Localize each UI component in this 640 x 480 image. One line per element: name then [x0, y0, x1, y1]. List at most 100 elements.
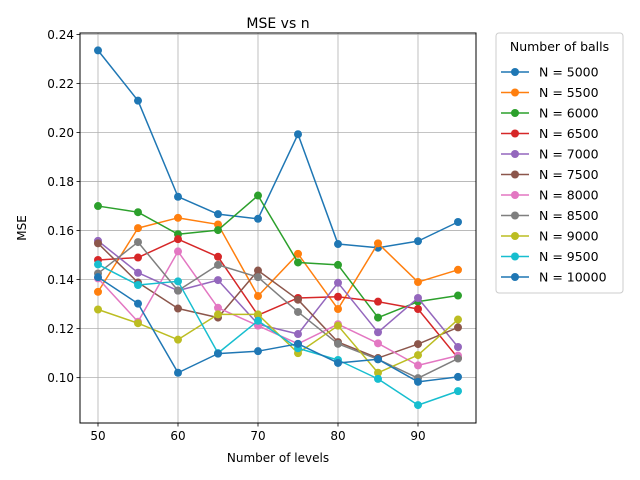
series-line [97, 242, 459, 359]
series-9 [94, 305, 462, 377]
legend-label: N = 5000 [539, 65, 599, 80]
data-point [254, 292, 262, 301]
data-point [94, 239, 102, 248]
data-point [134, 253, 142, 262]
axis-ticks: 50 60 70 80 90 0.10 0.12 0.14 0.16 0.18 0.20 0.22 0.… [47, 28, 425, 443]
legend-item: N = 10000 [501, 270, 607, 285]
data-point [214, 349, 222, 358]
data-point [134, 96, 142, 105]
legend-swatch-marker [511, 191, 519, 199]
y-tick-label: 0.24 [47, 28, 74, 42]
plot-frame [79, 32, 477, 424]
data-point [214, 276, 222, 285]
series-line [97, 263, 459, 406]
y-tick-label: 0.14 [47, 273, 74, 287]
legend-label: N = 6500 [539, 126, 599, 141]
data-point [414, 351, 422, 360]
data-point [374, 368, 382, 377]
data-point [454, 291, 462, 300]
data-point [294, 258, 302, 267]
data-point [334, 305, 342, 314]
data-point [254, 266, 262, 275]
data-point [334, 240, 342, 249]
legend-swatch-marker [511, 232, 519, 240]
legend-item: N = 9500 [501, 249, 599, 264]
data-point [454, 315, 462, 324]
data-point [174, 304, 182, 313]
data-point [214, 252, 222, 261]
x-tick-label: 80 [330, 429, 345, 443]
data-point [454, 265, 462, 274]
data-point [254, 310, 262, 319]
data-point [134, 224, 142, 233]
legend-label: N = 8000 [539, 188, 599, 203]
legend-item: N = 8500 [501, 208, 599, 223]
data-point [174, 277, 182, 286]
data-point [454, 372, 462, 381]
data-point [374, 339, 382, 348]
series-line [97, 194, 459, 319]
legend-swatch-marker [511, 129, 519, 138]
legend-swatch-marker [511, 273, 519, 281]
legend-label: N = 6000 [539, 106, 599, 121]
data-point [254, 191, 262, 200]
y-tick-label: 0.16 [47, 224, 74, 238]
data-point [254, 214, 262, 223]
data-point [374, 328, 382, 337]
series-11 [94, 273, 462, 386]
legend-swatch-marker [511, 150, 519, 158]
data-point [334, 292, 342, 301]
data-point [454, 323, 462, 332]
plot-series [94, 46, 462, 410]
legend-label: N = 7000 [539, 147, 599, 162]
series-line [97, 49, 459, 249]
legend: Number of balls N = 5000 N = 5500 N = 6000… [495, 32, 624, 294]
legend-item: N = 6500 [501, 126, 599, 141]
data-point [294, 130, 302, 139]
data-point [294, 249, 302, 258]
data-point [414, 237, 422, 246]
y-axis-title: MSE [15, 215, 29, 241]
data-point [214, 210, 222, 219]
data-point [174, 247, 182, 256]
data-point [94, 202, 102, 211]
y-tick-label: 0.22 [47, 77, 74, 91]
legend-frame [495, 32, 624, 294]
data-point [214, 303, 222, 312]
data-point [454, 343, 462, 352]
data-point [414, 361, 422, 370]
legend-label: N = 8500 [539, 208, 599, 223]
data-point [414, 340, 422, 349]
x-tick-label: 50 [90, 429, 105, 443]
legend-swatch-marker [511, 68, 519, 76]
data-point [174, 192, 182, 201]
data-point [374, 313, 382, 322]
legend-swatch-marker [511, 211, 519, 220]
data-point [454, 387, 462, 396]
data-point [374, 355, 382, 364]
legend-swatch-marker [511, 109, 519, 117]
series-line [97, 240, 459, 348]
data-point [214, 220, 222, 229]
x-tick-label: 60 [170, 429, 185, 443]
data-point [94, 273, 102, 282]
data-point [414, 293, 422, 302]
legend-item: N = 5000 [501, 65, 599, 80]
data-point [414, 377, 422, 386]
data-point [294, 307, 302, 316]
data-point [414, 305, 422, 314]
data-point [294, 295, 302, 304]
data-point [134, 238, 142, 247]
series-line [97, 238, 459, 359]
data-point [254, 273, 262, 282]
legend-swatch-marker [511, 252, 519, 261]
chart-title: MSE vs n [246, 16, 309, 32]
legend-label: N = 9500 [539, 249, 599, 264]
series-1 [94, 46, 462, 252]
data-point [214, 310, 222, 319]
x-tick-label: 70 [250, 429, 265, 443]
data-point [134, 268, 142, 277]
data-point [214, 226, 222, 235]
legend-item: N = 7500 [501, 167, 599, 182]
